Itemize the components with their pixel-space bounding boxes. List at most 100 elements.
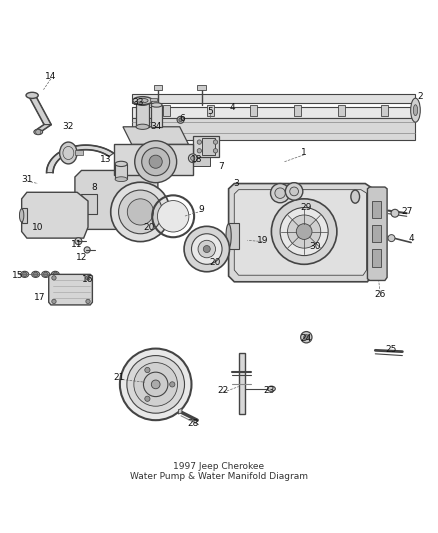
Circle shape	[177, 116, 184, 123]
Text: 18: 18	[191, 155, 203, 164]
Circle shape	[43, 272, 48, 277]
Text: 32: 32	[63, 122, 74, 131]
Polygon shape	[29, 96, 51, 125]
Circle shape	[111, 182, 170, 241]
Ellipse shape	[351, 190, 360, 203]
Bar	[207, 105, 214, 116]
Circle shape	[280, 207, 328, 256]
Polygon shape	[75, 171, 158, 229]
Text: 2: 2	[417, 92, 423, 101]
Ellipse shape	[268, 386, 276, 391]
Text: 5: 5	[207, 107, 213, 116]
Polygon shape	[132, 94, 416, 103]
Circle shape	[197, 149, 201, 153]
Bar	[75, 150, 83, 155]
Circle shape	[86, 299, 90, 304]
Text: 31: 31	[21, 175, 33, 184]
Polygon shape	[229, 183, 372, 282]
Circle shape	[35, 130, 41, 135]
Text: 4: 4	[408, 233, 414, 243]
Text: 19: 19	[257, 236, 268, 245]
Text: 28: 28	[187, 419, 198, 428]
Circle shape	[127, 199, 153, 225]
Text: 1: 1	[301, 149, 307, 157]
Bar	[251, 105, 258, 116]
Circle shape	[213, 140, 218, 144]
Polygon shape	[115, 164, 127, 179]
Bar	[163, 105, 170, 116]
Polygon shape	[35, 125, 51, 131]
Text: 16: 16	[82, 275, 94, 284]
Circle shape	[286, 183, 303, 200]
Ellipse shape	[79, 196, 84, 213]
Text: 7: 7	[218, 161, 224, 171]
Text: 12: 12	[76, 253, 87, 262]
Circle shape	[213, 149, 218, 153]
Polygon shape	[151, 105, 162, 127]
Bar	[372, 201, 381, 219]
Text: 11: 11	[71, 240, 83, 249]
Ellipse shape	[21, 271, 28, 277]
Bar	[338, 105, 345, 116]
Ellipse shape	[136, 100, 149, 106]
Ellipse shape	[411, 98, 420, 122]
Circle shape	[271, 183, 290, 203]
Circle shape	[300, 332, 312, 343]
Polygon shape	[136, 153, 210, 166]
Circle shape	[144, 372, 168, 397]
Bar	[239, 353, 245, 414]
Circle shape	[157, 200, 189, 232]
Circle shape	[288, 215, 321, 248]
Polygon shape	[21, 207, 27, 223]
Polygon shape	[46, 145, 113, 173]
Circle shape	[86, 276, 90, 280]
Text: 29: 29	[300, 203, 312, 212]
Text: 25: 25	[386, 345, 397, 354]
Circle shape	[191, 234, 222, 264]
Circle shape	[33, 272, 38, 277]
Ellipse shape	[115, 177, 127, 182]
Circle shape	[391, 209, 399, 217]
Circle shape	[52, 299, 56, 304]
Circle shape	[296, 224, 312, 239]
Text: 10: 10	[32, 223, 43, 232]
Polygon shape	[123, 127, 188, 144]
Polygon shape	[49, 274, 92, 305]
Ellipse shape	[226, 224, 231, 248]
Polygon shape	[229, 223, 239, 249]
Bar	[372, 225, 381, 243]
Text: 1997 Jeep Cherokee
Water Pump & Water Manifold Diagram: 1997 Jeep Cherokee Water Pump & Water Ma…	[130, 462, 308, 481]
Ellipse shape	[136, 124, 149, 130]
Text: 22: 22	[218, 386, 229, 395]
Text: 13: 13	[100, 155, 111, 164]
Polygon shape	[201, 138, 215, 155]
Ellipse shape	[151, 103, 162, 107]
Text: 24: 24	[301, 334, 312, 343]
Circle shape	[197, 140, 201, 144]
Text: 26: 26	[375, 290, 386, 300]
Text: 21: 21	[113, 373, 124, 382]
Polygon shape	[114, 144, 193, 175]
Ellipse shape	[51, 271, 59, 277]
Circle shape	[304, 335, 309, 340]
Bar	[153, 85, 162, 90]
Polygon shape	[132, 118, 416, 140]
Circle shape	[134, 362, 177, 406]
Polygon shape	[21, 192, 88, 238]
Circle shape	[135, 141, 177, 183]
Circle shape	[53, 272, 57, 277]
Bar	[294, 105, 301, 116]
Circle shape	[388, 235, 395, 241]
Ellipse shape	[32, 271, 39, 277]
Ellipse shape	[19, 209, 24, 222]
Bar	[381, 105, 389, 116]
Circle shape	[290, 187, 298, 196]
Text: 27: 27	[401, 207, 413, 216]
Ellipse shape	[413, 105, 418, 116]
Ellipse shape	[133, 96, 152, 104]
Circle shape	[127, 356, 184, 413]
Circle shape	[184, 227, 230, 272]
Polygon shape	[193, 135, 219, 157]
Ellipse shape	[34, 130, 42, 135]
Text: 23: 23	[264, 386, 275, 395]
